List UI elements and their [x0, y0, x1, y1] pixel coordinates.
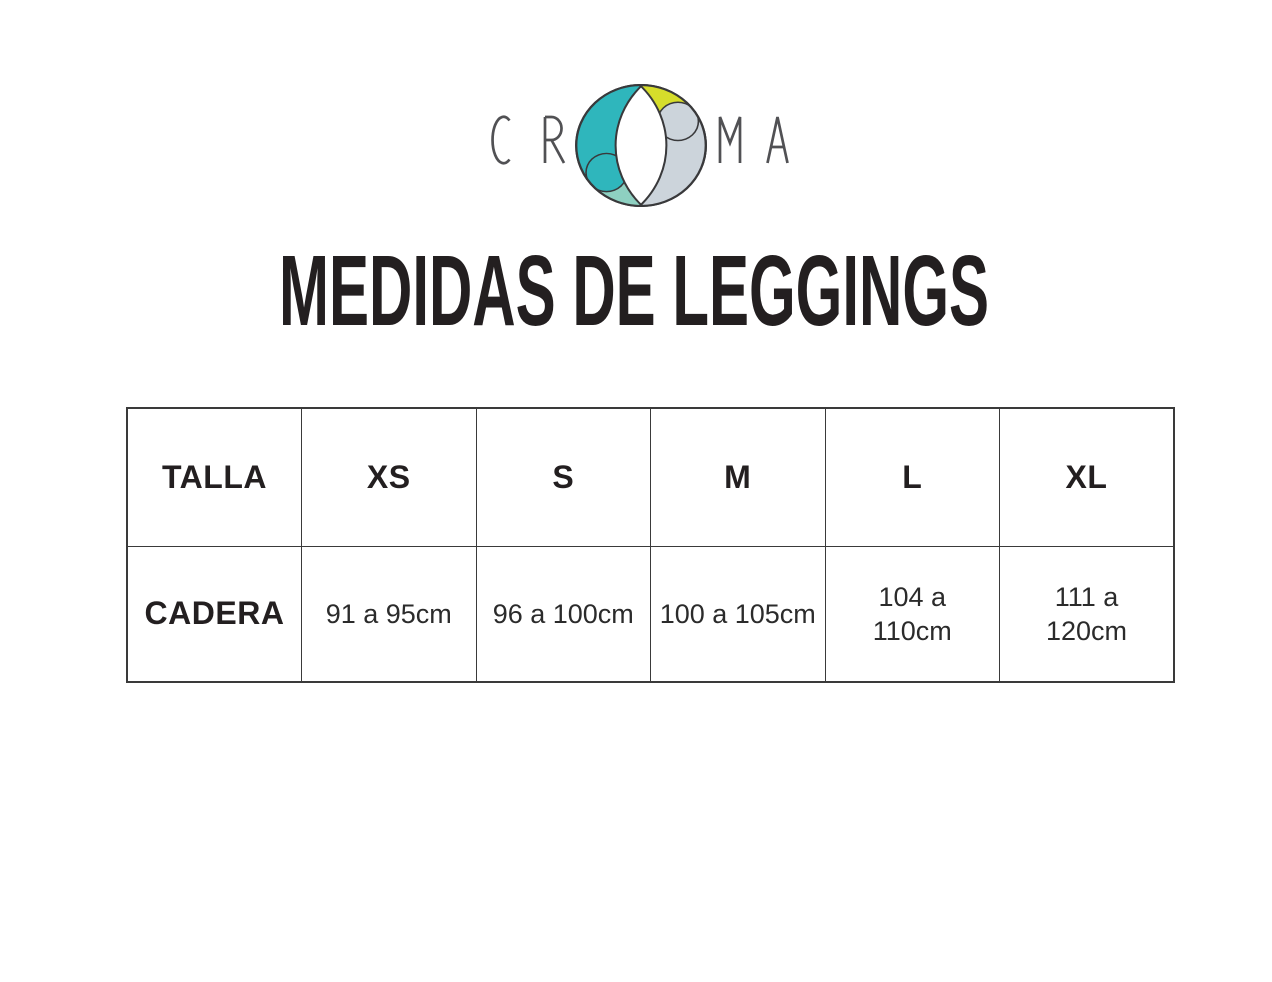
- logo-outer-circle: [575, 83, 707, 208]
- logo-o-mark: [575, 83, 707, 208]
- column-header-s: S: [475, 407, 651, 547]
- column-header-talla: TALLA: [126, 407, 302, 547]
- page-title-text: MEDIDAS DE LEGGINGS: [279, 248, 989, 340]
- size-table-container: TALLA XS S M L XL CADERA 91 a 95cm 96 a …: [126, 407, 1175, 683]
- letter-r-glyph: [543, 115, 566, 164]
- cell-cadera-xl: 111 a 120cm: [999, 545, 1175, 683]
- size-table: TALLA XS S M L XL CADERA 91 a 95cm 96 a …: [126, 407, 1175, 683]
- column-header-xs: XS: [301, 407, 477, 547]
- ribbon-gray-cap: [658, 103, 698, 140]
- lens-arc-left: [614, 83, 707, 208]
- cell-cadera-xs: 91 a 95cm: [301, 545, 477, 683]
- croma-logo: [491, 83, 789, 208]
- letter-m-glyph: [718, 116, 742, 163]
- logo-lens: [615, 86, 667, 205]
- letter-a-glyph: [766, 116, 789, 164]
- page-title: MEDIDAS DE LEGGINGS: [279, 248, 989, 340]
- table-row-cadera: CADERA 91 a 95cm 96 a 100cm 100 a 105cm …: [126, 545, 1175, 683]
- brand-wordmark: [491, 115, 789, 165]
- table-header-row: TALLA XS S M L XL: [126, 407, 1175, 547]
- ribbon-teal-cap: [586, 154, 627, 191]
- cell-cadera-s: 96 a 100cm: [475, 545, 651, 683]
- cell-cadera-l: 104 a 110cm: [824, 545, 1000, 683]
- column-header-m: M: [650, 407, 826, 547]
- letter-c-glyph: [491, 115, 511, 165]
- column-header-xl: XL: [999, 407, 1175, 547]
- column-header-l: L: [824, 407, 1000, 547]
- lens-arc-right: [575, 83, 668, 208]
- row-label-cadera: CADERA: [126, 545, 302, 683]
- cell-cadera-m: 100 a 105cm: [650, 545, 826, 683]
- brand-name: CROMA: [0, 0, 1, 1]
